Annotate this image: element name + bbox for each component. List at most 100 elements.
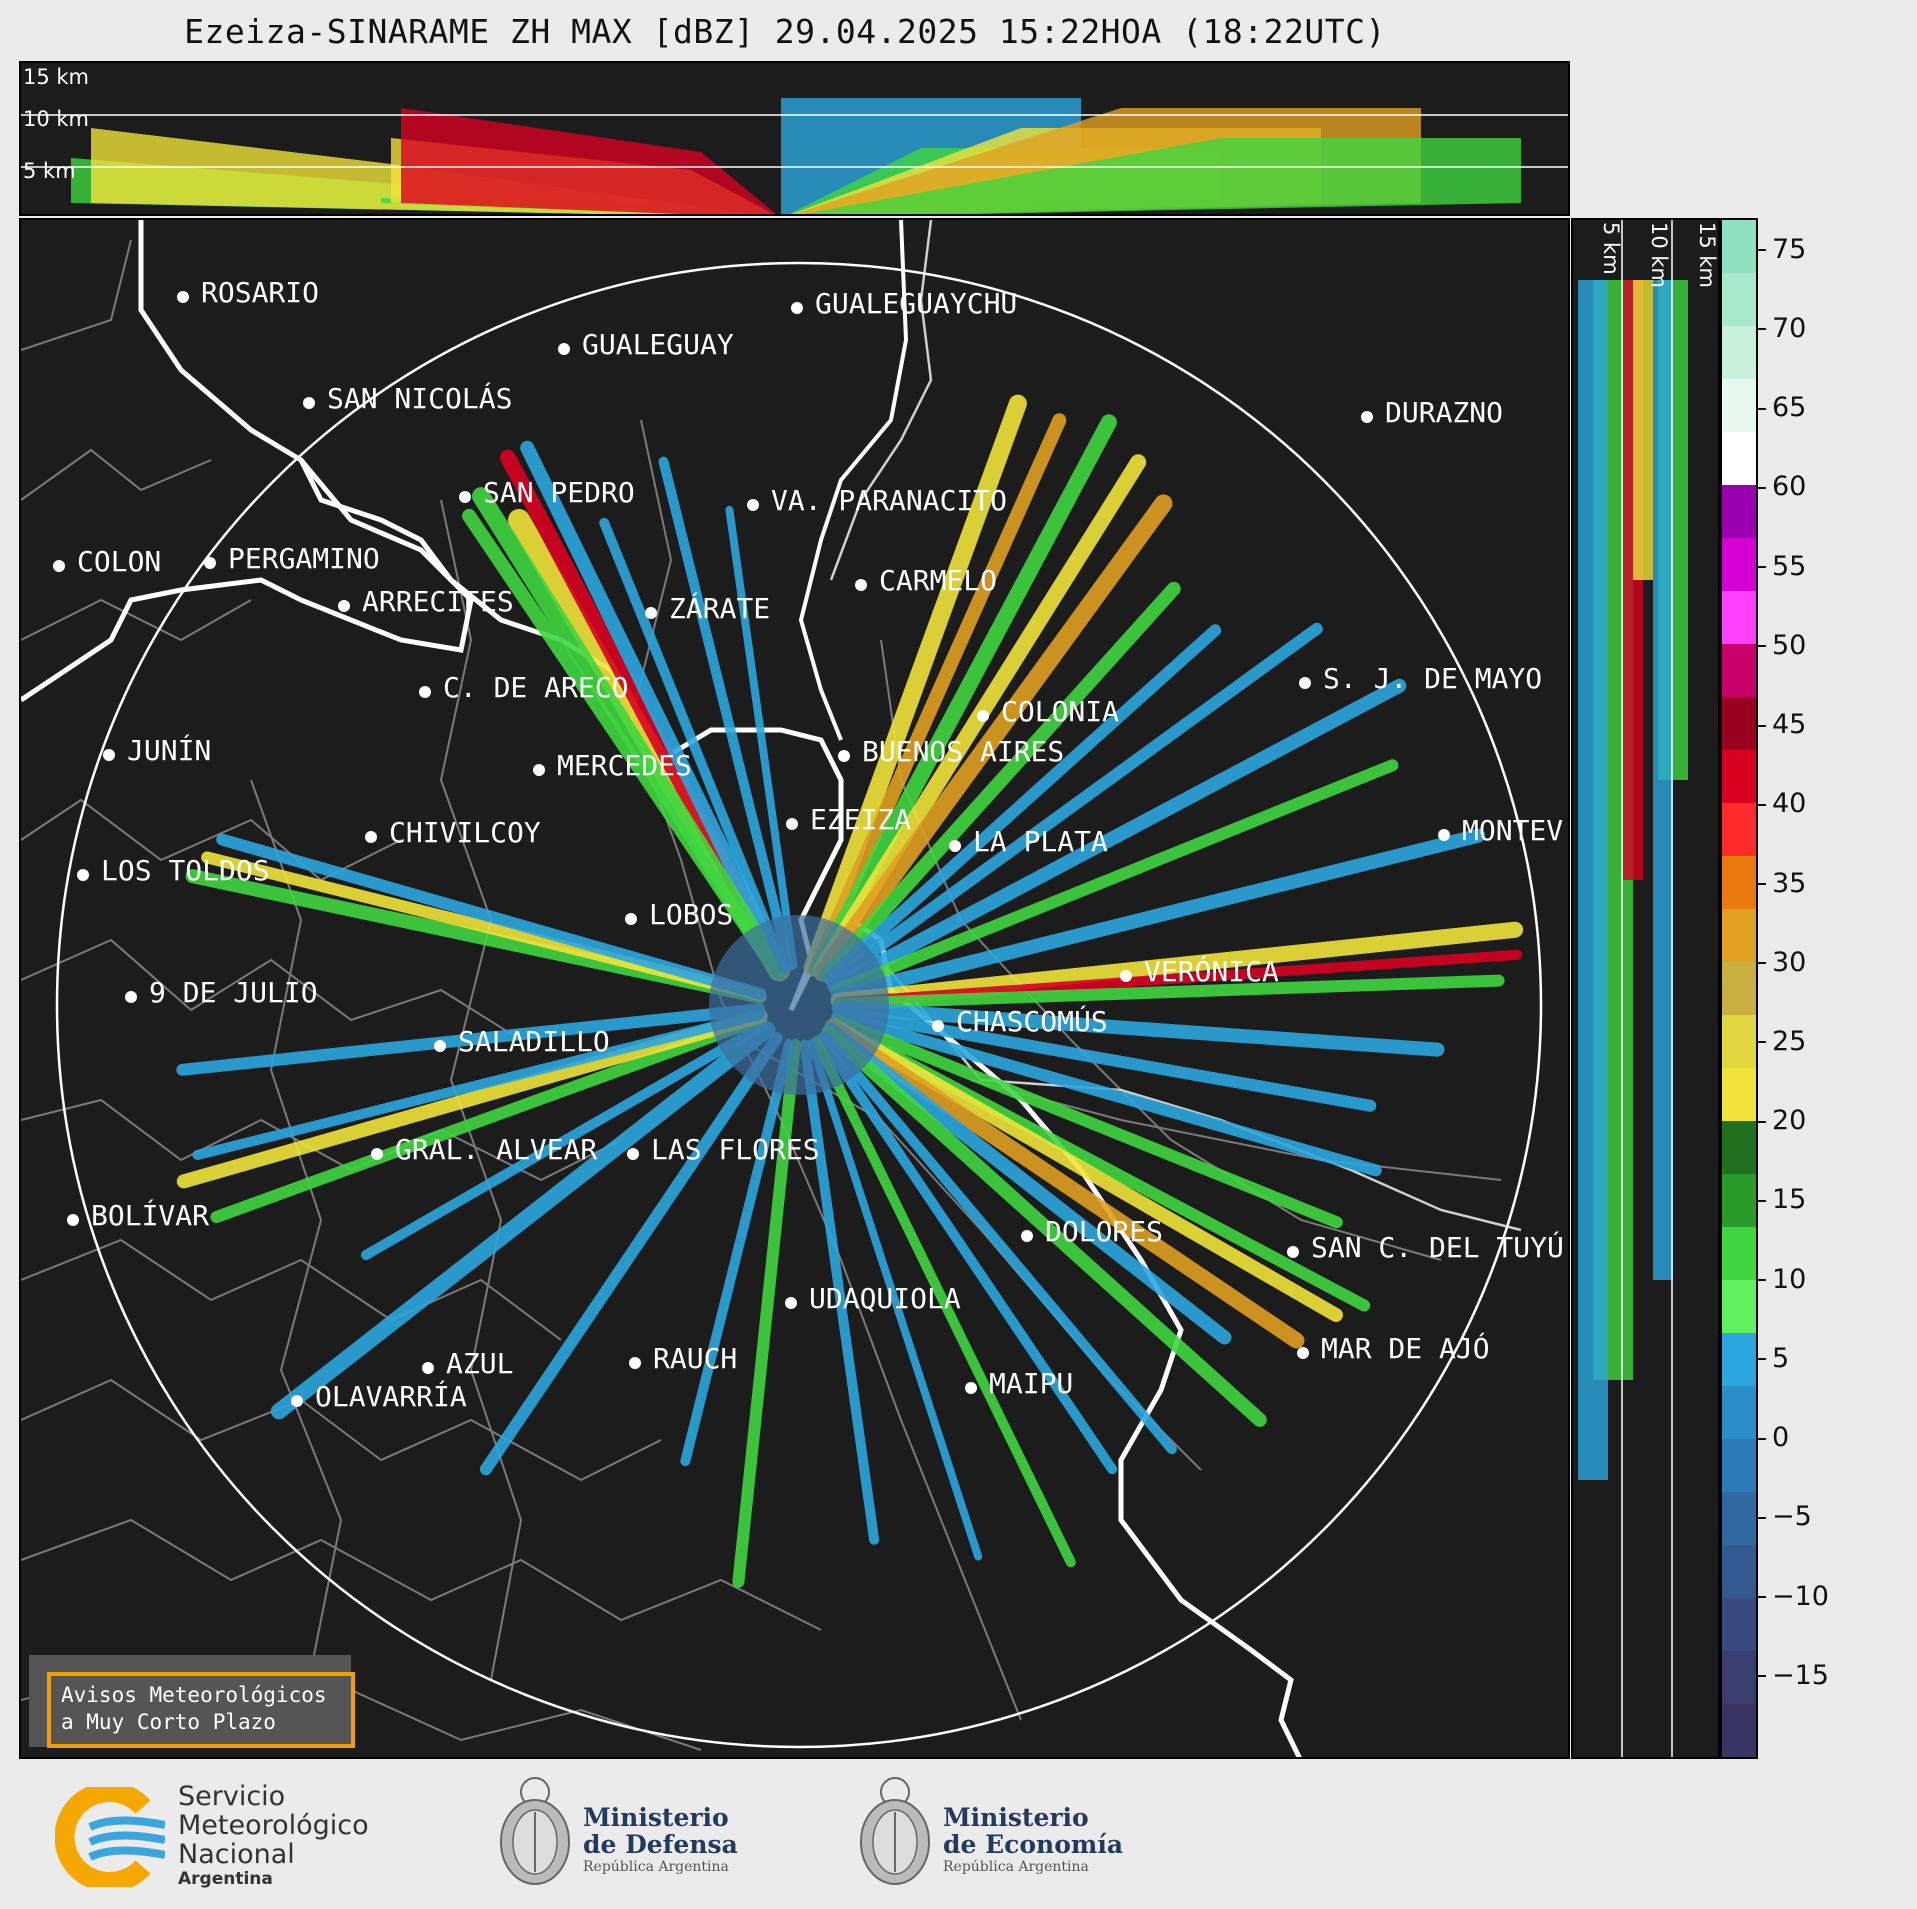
city-label: CHASCOMÚS [932, 1005, 1108, 1038]
cross-section-echo [401, 108, 777, 214]
colorbar-tick: 20 [1758, 1105, 1806, 1136]
colorbar-tick: 35 [1758, 868, 1806, 899]
colorbar-segment [1722, 856, 1756, 910]
city-marker-icon [625, 913, 637, 925]
cross-section-echo [1578, 280, 1608, 1480]
smn-line-1: Servicio [178, 1781, 286, 1812]
economia-line-1: Ministerio [943, 1803, 1089, 1832]
city-name: C. DE ARECO [443, 671, 629, 704]
city-name: AZUL [446, 1347, 514, 1380]
colorbar-segment [1722, 1492, 1756, 1546]
city-name: OLAVARRÍA [315, 1380, 467, 1413]
colorbar-tick-label: 65 [1772, 392, 1807, 424]
city-name: VA. PARANACITO [771, 484, 1008, 517]
colorbar-segment [1722, 750, 1756, 804]
city-marker-icon [434, 1040, 446, 1052]
colorbar-tick: 0 [1758, 1422, 1789, 1453]
city-label: CHIVILCOY [365, 816, 541, 849]
city-label: ZÁRATE [645, 592, 770, 625]
echo-beam [818, 581, 1181, 983]
city-label: BUENOS AIRES [838, 735, 1064, 768]
city-label: SALADILLO [434, 1025, 610, 1058]
cross-section-echo [1633, 280, 1653, 580]
city-marker-icon [177, 291, 189, 303]
city-label: COLON [53, 545, 161, 578]
colorbar-tick: 75 [1758, 234, 1806, 265]
colorbar-segment [1722, 220, 1756, 274]
city-marker-icon [1120, 970, 1132, 982]
city-marker-icon [838, 750, 850, 762]
colorbar-segment [1722, 1068, 1756, 1122]
city-name: CHIVILCOY [389, 816, 541, 849]
warning-box-inner[interactable]: Avisos Meteorológicos a Muy Corto Plazo [47, 1672, 355, 1748]
city-marker-icon [1021, 1230, 1033, 1242]
city-label: AZUL [422, 1347, 514, 1380]
colorbar-tick-label: −10 [1772, 1580, 1829, 1612]
colorbar-segment [1722, 1598, 1756, 1652]
colorbar-segment [1722, 909, 1756, 963]
city-name: DOLORES [1045, 1215, 1164, 1248]
defensa-seal-icon [500, 1777, 570, 1885]
city-marker-icon [67, 1214, 79, 1226]
echo-beam [831, 1000, 1445, 1057]
colorbar-segment [1722, 1333, 1756, 1387]
city-marker-icon [791, 302, 803, 314]
economia-logo: Ministerio de Economía República Argenti… [855, 1772, 1135, 1902]
colorbar-tick: 15 [1758, 1184, 1806, 1215]
city-name: UDAQUIOLA [809, 1282, 961, 1315]
defensa-line-3: República Argentina [583, 1859, 729, 1875]
city-name: SALADILLO [458, 1025, 610, 1058]
top-level-10km: 10 km [23, 107, 90, 131]
echo-beam [360, 1020, 770, 1260]
city-name: ARRECIFES [362, 585, 514, 618]
city-marker-icon [1297, 1347, 1309, 1359]
side-level-15km: 15 km [1695, 222, 1719, 289]
city-marker-icon [786, 818, 798, 830]
city-marker-icon [1361, 411, 1373, 423]
city-name: GUALEGUAYCHU [815, 287, 1018, 320]
top-level-5km: 5 km [23, 159, 76, 183]
echo-beam [821, 1024, 1267, 1427]
echo-beam [658, 456, 795, 972]
echo-beam [216, 833, 767, 1000]
echo-beam [823, 1022, 1232, 1345]
colorbar-segment [1722, 1386, 1756, 1440]
city-name: SAN PEDRO [483, 476, 635, 509]
map-title: Ezeiza-SINARAME ZH MAX [dBZ] 29.04.2025 … [184, 12, 1386, 51]
city-label: GUALEGUAY [558, 328, 734, 361]
city-label: MAR DE AJÓ [1297, 1332, 1490, 1365]
colorbar-segment [1722, 485, 1756, 539]
colorbar-tick: 55 [1758, 551, 1806, 582]
warning-box[interactable]: Avisos Meteorológicos a Muy Corto Plazo [29, 1655, 355, 1748]
colorbar-segment [1722, 1280, 1756, 1334]
city-marker-icon [558, 343, 570, 355]
city-name: MERCEDES [557, 749, 692, 782]
colorbar-tick: 10 [1758, 1264, 1806, 1295]
colorbar-tick: 25 [1758, 1026, 1806, 1057]
colorbar-tick: 40 [1758, 788, 1806, 819]
ground-clutter [709, 915, 889, 1095]
city-name: BOLÍVAR [91, 1199, 210, 1232]
colorbar-tick-label: 10 [1772, 1263, 1807, 1295]
colorbar-segment [1722, 379, 1756, 433]
colorbar-tick: 65 [1758, 392, 1806, 423]
city-marker-icon [949, 840, 961, 852]
colorbar-tick-label: 0 [1772, 1422, 1790, 1454]
city-marker-icon [932, 1020, 944, 1032]
cross-section-echo [1653, 280, 1673, 1280]
city-name: MONTEV [1462, 814, 1564, 847]
echo-beam [830, 921, 1524, 1009]
colorbar-segment [1722, 538, 1756, 592]
echo-beam [830, 759, 1399, 997]
echo-beam [816, 1033, 1118, 1475]
echo-beam [270, 1021, 776, 1420]
city-name: LA PLATA [973, 825, 1108, 858]
uruguay-river [798, 220, 909, 741]
echo-beam [824, 1019, 1305, 1349]
colorbar-tick-label: 5 [1772, 1342, 1790, 1374]
top-level-15km: 15 km [23, 65, 90, 89]
city-marker-icon [291, 1395, 303, 1407]
city-name: LOBOS [649, 898, 734, 931]
radar-map-svg [21, 220, 1543, 1757]
echo-beam [813, 494, 1173, 982]
